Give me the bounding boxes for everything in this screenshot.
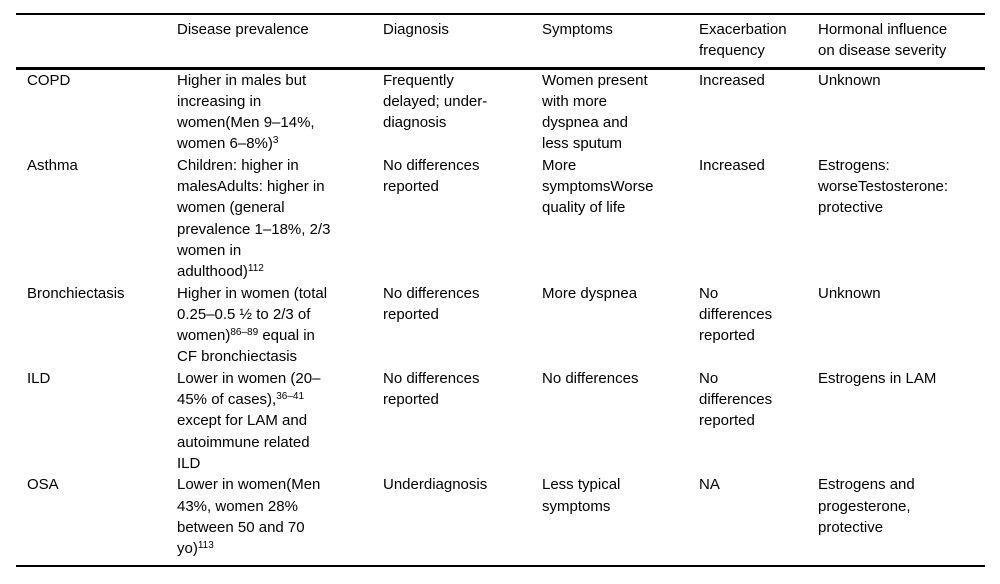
header-cell-exacerbation-frequency: Exacerbation frequency bbox=[699, 14, 818, 70]
cell-text: Lower in women(Men 43%, women 28% betwee… bbox=[177, 476, 321, 558]
cell-ild-prevalence: Lower in women (20– 45% of cases),36–41 … bbox=[177, 368, 383, 474]
reference-superscript: 3 bbox=[272, 135, 279, 147]
cell-bronchiectasis-prevalence: Higher in women (total 0.25–0.5 ½ to 2/3… bbox=[177, 283, 383, 368]
reference-superscript: 86–89 bbox=[230, 327, 259, 339]
cell-osa-exacerbation: NA bbox=[699, 476, 720, 494]
table-body: COPD Higher in males but increasing in w… bbox=[16, 68, 985, 566]
cell-ild-hormonal: Estrogens in LAM bbox=[818, 369, 937, 387]
table-row-osa: OSA Lower in women(Men 43%, women 28% be… bbox=[16, 474, 985, 566]
cell-ild-diagnosis: No differences reported bbox=[383, 369, 480, 409]
cell-osa-prevalence: Lower in women(Men 43%, women 28% betwee… bbox=[177, 474, 383, 566]
cell-asthma-prevalence: Children: higher in malesAdults: higher … bbox=[177, 155, 383, 283]
cell-asthma-diagnosis: No differences reported bbox=[383, 156, 480, 196]
cell-bronchiectasis-diagnosis: No differences reported bbox=[383, 284, 480, 323]
cell-asthma-exacerbation: Increased bbox=[699, 156, 765, 174]
cell-ild-symptoms: No differences bbox=[542, 369, 639, 387]
cell-bronchiectasis-exacerbation: No differences reported bbox=[699, 284, 773, 345]
cell-text: Children: higher in malesAdults: higher … bbox=[177, 156, 331, 281]
cell-ild-disease: ILD bbox=[27, 369, 51, 387]
header-cell-symptoms: Symptoms bbox=[542, 14, 699, 70]
cell-ild-exacerbation: No differences reported bbox=[699, 369, 773, 430]
cell-asthma-hormonal: Estrogens: worseTestosterone: protective bbox=[818, 156, 949, 217]
table-header-row: Disease prevalence Diagnosis Symptoms Ex… bbox=[16, 14, 985, 70]
header-cell-hormonal-influence: Hormonal influence on disease severity bbox=[818, 14, 985, 70]
table-row-bronchiectasis: Bronchiectasis Higher in women (total 0.… bbox=[16, 283, 985, 368]
cell-copd-exacerbation: Increased bbox=[699, 71, 765, 89]
cell-copd-diagnosis: Frequently delayed; under- diagnosis bbox=[383, 71, 488, 132]
cell-copd-prevalence: Higher in males but increasing in women(… bbox=[177, 68, 383, 155]
table-row-ild: ILD Lower in women (20– 45% of cases),36… bbox=[16, 368, 985, 474]
table-header: Disease prevalence Diagnosis Symptoms Ex… bbox=[16, 14, 985, 70]
cell-text: Higher in males but increasing in women(… bbox=[177, 71, 315, 153]
cell-osa-symptoms: Less typical symptoms bbox=[542, 476, 621, 515]
cell-copd-hormonal: Unknown bbox=[818, 71, 881, 89]
header-cell-disease-prevalence: Disease prevalence bbox=[177, 14, 383, 70]
reference-superscript: 113 bbox=[197, 540, 214, 552]
reference-superscript: 112 bbox=[247, 263, 264, 275]
cell-copd-disease: COPD bbox=[27, 71, 71, 89]
cell-bronchiectasis-symptoms: More dyspnea bbox=[542, 284, 638, 302]
cell-osa-diagnosis: Underdiagnosis bbox=[383, 476, 488, 494]
cell-asthma-symptoms: More symptomsWorse quality of life bbox=[542, 156, 654, 217]
cell-bronchiectasis-hormonal: Unknown bbox=[818, 284, 881, 302]
cell-text: except for LAM and autoimmune related IL… bbox=[177, 412, 310, 472]
cell-osa-hormonal: Estrogens and progesterone, protective bbox=[818, 476, 915, 536]
reference-superscript: 36–41 bbox=[276, 391, 305, 403]
cell-text: Lower in women (20– 45% of cases), bbox=[177, 369, 321, 409]
cell-osa-disease: OSA bbox=[27, 476, 59, 494]
header-cell-diagnosis: Diagnosis bbox=[383, 14, 542, 70]
table-row-asthma: Asthma Children: higher in malesAdults: … bbox=[16, 155, 985, 283]
sex-differences-respiratory-disease-table: Disease prevalence Diagnosis Symptoms Ex… bbox=[16, 13, 985, 568]
table-row-copd: COPD Higher in males but increasing in w… bbox=[16, 68, 985, 155]
cell-copd-symptoms: Women present with more dyspnea and less… bbox=[542, 71, 648, 153]
header-cell-empty bbox=[16, 14, 177, 70]
cell-text: equal in CF bronchiectasis bbox=[177, 327, 315, 366]
cell-bronchiectasis-disease: Bronchiectasis bbox=[27, 284, 125, 302]
cell-text: Higher in women (total 0.25–0.5 ½ to 2/3… bbox=[177, 284, 328, 345]
cell-asthma-disease: Asthma bbox=[27, 156, 78, 174]
